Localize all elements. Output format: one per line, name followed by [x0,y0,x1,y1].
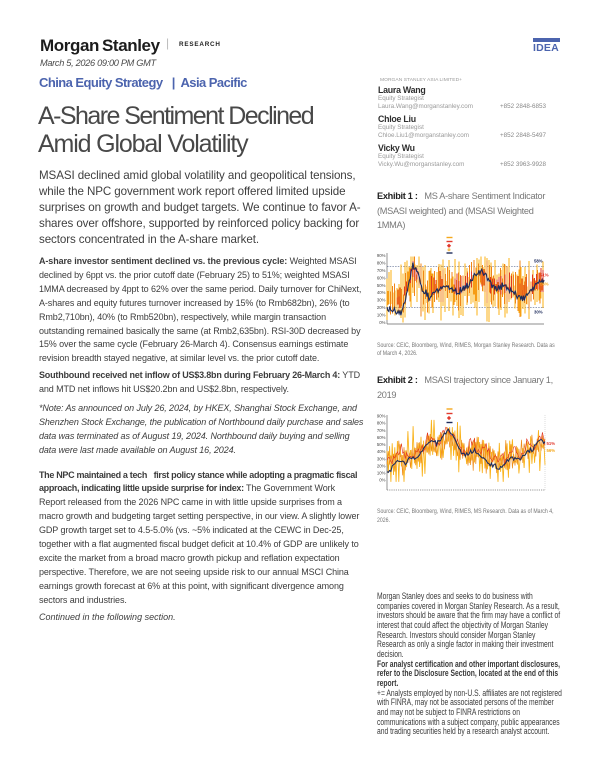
svg-text:60%: 60% [377,275,386,280]
svg-text:80%: 80% [377,260,386,265]
svg-text:50%: 50% [377,283,386,288]
svg-text:20%: 20% [377,305,386,310]
svg-text:30%: 30% [377,456,386,461]
svg-text:30%: 30% [534,310,543,315]
svg-text:0%: 0% [379,320,385,325]
svg-text:0%: 0% [379,478,385,483]
svg-text:60%: 60% [377,435,386,440]
svg-text:80%: 80% [377,421,386,426]
svg-text:10%: 10% [377,471,386,476]
svg-text:30%: 30% [377,298,386,303]
svg-text:10%: 10% [377,313,386,318]
svg-text:70%: 70% [377,428,386,433]
svg-text:90%: 90% [377,253,386,258]
svg-text:51%: 51% [540,273,549,278]
svg-text:40%: 40% [377,449,386,454]
svg-text:56%: 56% [547,448,556,453]
svg-text:40%: 40% [377,290,386,295]
svg-text:20%: 20% [377,463,386,468]
svg-text:51%: 51% [547,441,556,446]
svg-text:56%: 56% [540,282,549,287]
svg-text:50%: 50% [377,442,386,447]
svg-text:70%: 70% [377,268,386,273]
svg-text:58%: 58% [534,259,543,264]
svg-text:90%: 90% [377,414,386,419]
